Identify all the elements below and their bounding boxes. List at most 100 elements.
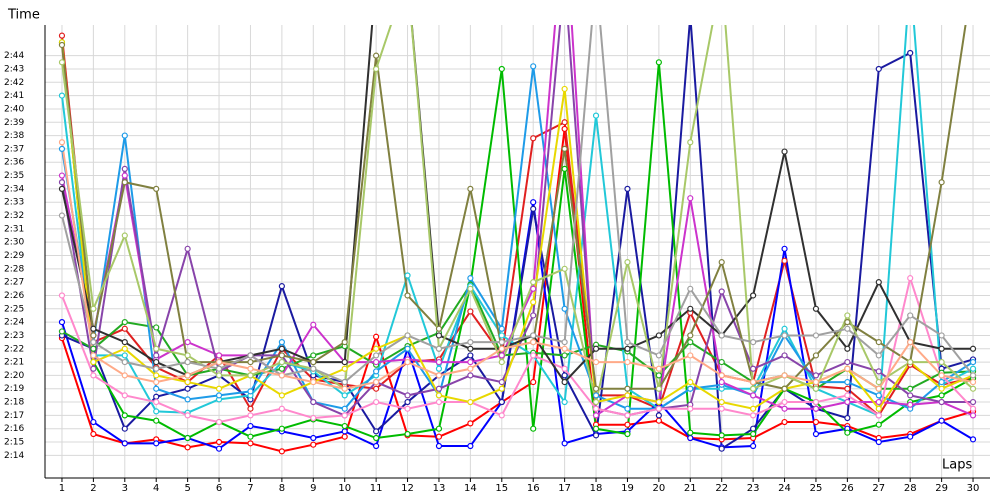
point bbox=[907, 385, 914, 392]
point bbox=[310, 414, 317, 422]
point bbox=[153, 408, 160, 415]
x-tick-label: 7 bbox=[247, 483, 253, 494]
point bbox=[121, 358, 128, 366]
point bbox=[90, 372, 97, 379]
point bbox=[310, 378, 317, 386]
x-tick-label: 26 bbox=[841, 483, 854, 494]
point bbox=[498, 412, 505, 419]
point bbox=[184, 358, 191, 366]
point bbox=[498, 378, 505, 386]
point bbox=[278, 425, 285, 432]
point bbox=[750, 385, 757, 392]
point bbox=[310, 321, 317, 328]
point bbox=[467, 365, 474, 372]
point bbox=[561, 440, 568, 447]
point bbox=[530, 378, 537, 386]
point bbox=[90, 325, 97, 332]
point bbox=[718, 432, 725, 439]
y-tick-label: 2:32 bbox=[4, 211, 24, 221]
point bbox=[215, 445, 223, 452]
point bbox=[247, 422, 254, 430]
point bbox=[153, 185, 160, 192]
x-tick-label: 19 bbox=[621, 483, 634, 494]
point bbox=[530, 199, 537, 206]
point bbox=[247, 440, 254, 447]
point bbox=[153, 385, 160, 392]
point bbox=[561, 352, 568, 359]
point bbox=[58, 179, 66, 186]
point bbox=[404, 358, 411, 366]
point bbox=[655, 352, 662, 359]
point bbox=[278, 448, 285, 455]
point bbox=[812, 372, 820, 379]
point bbox=[498, 358, 505, 366]
point bbox=[498, 65, 505, 73]
point bbox=[404, 398, 411, 406]
point bbox=[435, 392, 443, 399]
point bbox=[404, 292, 411, 299]
point bbox=[969, 358, 977, 366]
point bbox=[278, 339, 285, 346]
point bbox=[341, 339, 348, 346]
point bbox=[624, 345, 631, 352]
point bbox=[624, 421, 631, 428]
point bbox=[121, 412, 128, 419]
point bbox=[812, 305, 820, 312]
x-axis-title: Laps bbox=[942, 458, 972, 473]
point bbox=[404, 430, 411, 438]
point bbox=[247, 358, 254, 366]
point bbox=[969, 385, 977, 392]
y-tick-label: 2:25 bbox=[4, 304, 24, 314]
point bbox=[310, 434, 317, 442]
point bbox=[435, 442, 443, 450]
y-tick-label: 2:43 bbox=[4, 64, 24, 74]
point bbox=[655, 385, 662, 392]
point bbox=[215, 418, 223, 426]
point bbox=[781, 385, 788, 392]
point bbox=[875, 405, 882, 412]
point bbox=[373, 358, 380, 366]
point bbox=[655, 405, 662, 412]
point bbox=[655, 372, 662, 379]
point bbox=[278, 392, 285, 399]
point bbox=[624, 339, 631, 346]
point bbox=[58, 145, 66, 153]
point bbox=[844, 319, 851, 326]
point bbox=[121, 325, 128, 332]
point bbox=[435, 385, 443, 392]
point bbox=[278, 352, 285, 359]
point bbox=[718, 332, 725, 339]
point bbox=[907, 433, 914, 440]
point bbox=[875, 438, 882, 446]
point bbox=[938, 417, 945, 424]
point bbox=[969, 398, 977, 406]
point bbox=[435, 398, 443, 406]
point bbox=[373, 333, 380, 340]
point bbox=[969, 378, 977, 386]
point bbox=[592, 432, 600, 439]
point bbox=[907, 49, 914, 57]
point bbox=[404, 332, 411, 339]
point bbox=[215, 352, 223, 359]
y-tick-label: 2:23 bbox=[4, 331, 24, 341]
point bbox=[875, 421, 882, 428]
point bbox=[624, 185, 631, 192]
point bbox=[498, 385, 505, 392]
point bbox=[498, 325, 505, 332]
point bbox=[153, 345, 160, 352]
point bbox=[592, 412, 600, 419]
point bbox=[373, 434, 380, 442]
x-tick-label: 25 bbox=[810, 483, 823, 494]
point bbox=[90, 418, 97, 426]
point bbox=[310, 352, 317, 359]
y-tick-label: 2:21 bbox=[4, 358, 24, 368]
point bbox=[750, 392, 757, 399]
point bbox=[812, 385, 820, 392]
point bbox=[58, 41, 66, 49]
point bbox=[215, 392, 223, 399]
point bbox=[215, 385, 223, 392]
x-tick-label: 15 bbox=[495, 483, 508, 494]
point bbox=[592, 425, 600, 432]
point bbox=[184, 372, 191, 379]
point bbox=[938, 372, 945, 379]
